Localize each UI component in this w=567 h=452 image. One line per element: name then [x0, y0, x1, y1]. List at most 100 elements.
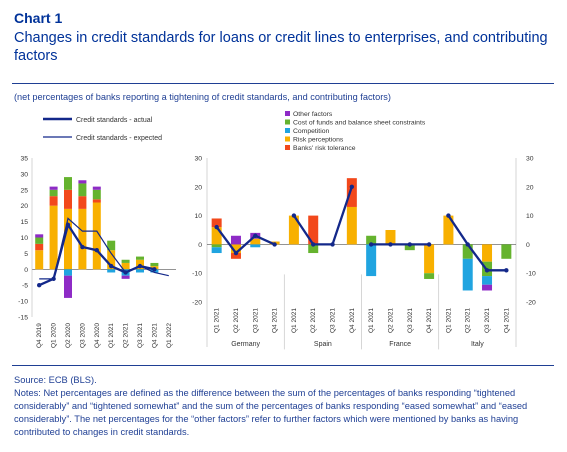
y-tick-label: 10: [20, 235, 28, 242]
actual-point: [407, 242, 412, 247]
ea-bar-risk_tolerance: [35, 243, 44, 251]
y-tick-label-right: -10: [526, 271, 536, 278]
actual-point: [80, 244, 85, 250]
ea-bar-cost: [49, 189, 58, 197]
ea-bar-risk_perceptions: [64, 208, 72, 270]
actual-point: [94, 248, 100, 253]
actual-point: [272, 242, 277, 247]
y-tick-label: -15: [18, 315, 28, 322]
x-tick-label: Q2 2021: [465, 308, 472, 333]
y-tick-label: 30: [20, 171, 28, 178]
x-tick-label: Q3 2021: [137, 323, 144, 348]
actual-point: [233, 250, 239, 256]
germany-bar-cost: [211, 244, 222, 248]
y-tick-label: -5: [22, 283, 28, 290]
y-tick-label: 35: [20, 156, 28, 163]
y-tick-label-left: 0: [198, 242, 202, 249]
actual-line-spain: [292, 186, 353, 246]
y-tick-label-left: -20: [192, 300, 202, 307]
actual-point: [152, 267, 157, 272]
legend-label-actual: Credit standards - actual: [76, 117, 153, 124]
x-tick-label: Q2 2021: [233, 308, 240, 333]
chart-title: Changes in credit standards for loans or…: [14, 30, 548, 64]
ea-bar-cost: [150, 262, 159, 267]
x-tick-label: Q3 2021: [407, 308, 414, 333]
x-tick-label: Q1 2021: [108, 323, 115, 348]
germany-bar-risk_perceptions: [250, 238, 261, 245]
italy-bar-risk_perceptions: [443, 215, 454, 245]
ea-bar-other: [64, 275, 72, 298]
italy-bar-competition: [462, 258, 473, 291]
spain-bar-cost: [308, 244, 319, 254]
actual-point: [388, 242, 393, 247]
bottom-rule: [12, 365, 554, 366]
y-tick-label-right: 10: [526, 213, 534, 220]
ea-bar-risk_perceptions: [107, 250, 116, 270]
actual-point: [446, 213, 451, 218]
germany-bar-risk_perceptions: [230, 244, 241, 254]
ea-bar-cost: [107, 240, 116, 251]
legend-label-other: Other factors: [293, 111, 333, 118]
x-tick-label: Q4 2021: [349, 308, 356, 333]
group-label-italy: Italy: [471, 341, 484, 348]
ea-bar-risk_tolerance: [64, 189, 72, 209]
ea-bar-competition: [64, 269, 72, 276]
legend-label-cost: Cost of funds and balance sheet constrai…: [293, 120, 426, 127]
y-tick-label-left: 20: [194, 184, 202, 191]
germany-bar-other: [230, 235, 241, 245]
france-bar-cost: [424, 273, 435, 279]
actual-point: [311, 242, 316, 247]
notes-text: Notes: Net percentages are defined as th…: [14, 388, 528, 437]
actual-point: [368, 242, 374, 247]
x-tick-label: Q3 2021: [330, 308, 337, 333]
top-rule: [12, 83, 554, 84]
x-tick-label: Q1 2020: [51, 323, 58, 348]
ea-bar-risk_tolerance: [49, 196, 58, 206]
ea-bar-cost: [64, 177, 72, 190]
spain-bar-risk_perceptions: [346, 206, 357, 245]
actual-point: [214, 224, 219, 230]
ea-bar-other: [49, 186, 58, 190]
legend-label-risk_tolerance: Banks' risk tolerance: [293, 145, 356, 152]
y-tick-label-left: -10: [192, 271, 202, 278]
italy-bar-competition: [482, 276, 493, 285]
actual-line-germany: [215, 226, 276, 255]
actual-point: [65, 222, 71, 227]
x-tick-label: Q2 2021: [387, 308, 394, 333]
actual-point: [123, 270, 128, 275]
legend-swatch-competition: [285, 128, 290, 133]
actual-point: [484, 268, 490, 273]
y-tick-label-left: 10: [194, 213, 202, 220]
x-tick-label: Q4 2021: [503, 308, 510, 333]
chart-header: Chart 1 Changes in credit standards for …: [14, 9, 554, 65]
x-tick-label: Q3 2020: [79, 323, 86, 348]
ea-bar-cost: [136, 256, 144, 260]
italy-bar-other: [482, 284, 493, 291]
legend-swatch-other: [285, 111, 290, 116]
x-tick-label: Q3 2021: [484, 308, 491, 333]
y-tick-label-right: 0: [526, 242, 530, 249]
expected-line: [39, 217, 169, 280]
y-tick-label-right: -20: [526, 300, 536, 307]
y-tick-label-left: 30: [194, 156, 202, 163]
y-tick-label: 15: [20, 219, 28, 226]
group-label-france: France: [389, 341, 411, 348]
actual-point: [109, 263, 114, 269]
actual-point: [349, 184, 355, 189]
y-tick-label: 0: [24, 267, 28, 274]
ea-bar-competition: [107, 269, 116, 273]
ea-bar-other: [92, 186, 101, 190]
x-tick-label: Q1 2021: [291, 308, 298, 333]
x-tick-label: Q1 2021: [445, 308, 452, 333]
ea-bar-cost: [78, 183, 87, 197]
group-label-germany: Germany: [231, 341, 260, 348]
spain-bar-risk_tolerance: [346, 178, 357, 207]
chart-subtitle: (net percentages of banks reporting a ti…: [14, 92, 391, 102]
actual-point: [291, 213, 297, 218]
x-tick-label: Q4 2019: [36, 323, 43, 348]
germany-bar-risk_tolerance: [211, 218, 222, 228]
x-tick-label: Q1 2021: [368, 308, 375, 333]
legend-swatch-risk_tolerance: [285, 145, 290, 150]
legend-label-risk_perceptions: Risk perceptions: [293, 137, 344, 144]
germany-bar-risk_perceptions: [211, 227, 222, 245]
